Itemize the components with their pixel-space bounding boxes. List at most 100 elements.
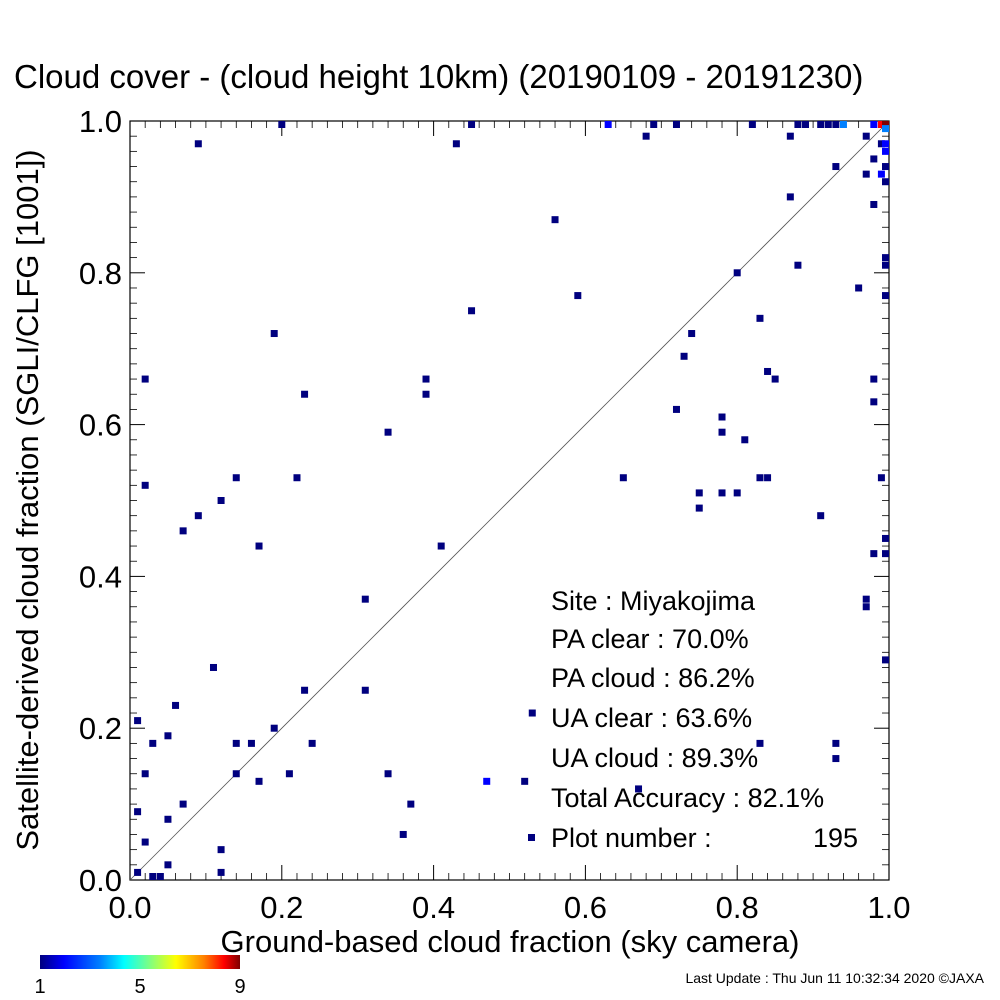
data-point	[232, 474, 240, 482]
data-point	[149, 739, 157, 747]
data-point	[794, 261, 802, 269]
data-point	[422, 390, 430, 398]
stats-total-accuracy: Total Accuracy : 82.1%	[551, 783, 824, 813]
data-point	[832, 163, 840, 171]
colorbar-tick-label: 5	[134, 976, 145, 998]
chart-title: Cloud cover - (cloud height 10km) (20190…	[14, 58, 863, 95]
data-point	[695, 489, 703, 497]
data-point	[832, 121, 840, 128]
data-point	[361, 686, 369, 694]
data-point	[141, 481, 149, 489]
data-point	[483, 777, 491, 785]
data-point	[361, 595, 369, 603]
data-point	[680, 352, 688, 360]
colorbar	[40, 955, 240, 969]
data-point	[882, 254, 889, 262]
data-point	[877, 121, 885, 128]
one-to-one-line	[129, 120, 890, 881]
data-point	[870, 200, 878, 208]
data-point	[141, 838, 149, 846]
y-tick-label: 0.8	[79, 256, 122, 291]
plot-number-marker-icon	[528, 834, 535, 841]
data-point	[802, 121, 810, 128]
data-point	[786, 132, 794, 140]
x-tick-label: 0.4	[412, 890, 455, 925]
data-point	[301, 390, 309, 398]
data-point	[695, 504, 703, 512]
stats-plot-number-label: Plot number :	[551, 823, 712, 853]
data-point	[278, 121, 286, 128]
data-point	[437, 542, 445, 550]
last-update: Last Update : Thu Jun 11 10:32:34 2020 ©…	[685, 970, 984, 986]
data-point	[255, 542, 263, 550]
data-point	[756, 474, 764, 482]
data-point	[882, 178, 889, 186]
data-point	[468, 121, 476, 128]
data-point	[141, 375, 149, 383]
data-point	[764, 474, 772, 482]
data-point	[718, 489, 726, 497]
data-point	[877, 140, 885, 148]
data-point	[422, 375, 430, 383]
data-point	[384, 428, 392, 436]
data-points	[134, 121, 889, 880]
data-point	[194, 512, 202, 520]
data-point	[672, 405, 680, 413]
data-point	[756, 739, 764, 747]
data-point	[521, 777, 529, 785]
data-point	[247, 739, 255, 747]
data-point	[172, 701, 180, 709]
x-tick-label: 0.8	[716, 890, 759, 925]
data-point	[882, 261, 889, 269]
data-point	[877, 170, 885, 178]
data-point	[232, 770, 240, 778]
x-axis-label: Ground-based cloud fraction (sky camera)	[221, 924, 800, 959]
data-point	[232, 739, 240, 747]
data-point	[870, 155, 878, 163]
data-point	[882, 121, 889, 128]
stats-site: Site : Miyakojima	[551, 586, 756, 616]
data-point	[156, 873, 164, 880]
colorbar-tick-labels: 1 5 9	[34, 976, 245, 998]
data-point	[650, 121, 658, 128]
data-point	[164, 861, 172, 869]
stats-ua-cloud: UA cloud : 89.3%	[551, 743, 758, 773]
data-point	[209, 663, 217, 671]
data-point	[217, 497, 225, 504]
x-tick-labels: 0.0 0.2 0.4 0.6 0.8 1.0	[108, 890, 910, 925]
data-point	[141, 770, 149, 778]
data-point	[528, 709, 536, 717]
data-point	[452, 140, 460, 148]
data-point	[862, 170, 870, 178]
data-point	[756, 314, 764, 322]
data-point	[718, 413, 726, 421]
data-point	[407, 800, 415, 808]
data-point	[870, 121, 878, 128]
data-point	[882, 140, 889, 148]
data-point	[308, 739, 316, 747]
y-tick-label: 0.2	[79, 711, 122, 746]
data-point	[882, 550, 889, 558]
data-point	[551, 216, 559, 224]
data-point	[882, 534, 889, 542]
y-tick-label: 1.0	[79, 104, 122, 139]
data-point	[217, 846, 225, 854]
minor-ticks	[130, 121, 889, 880]
data-point	[855, 284, 863, 292]
data-point	[217, 868, 225, 876]
data-point	[574, 292, 582, 300]
data-point	[718, 428, 726, 436]
data-point	[870, 550, 878, 558]
stats-pa-cloud: PA cloud : 86.2%	[551, 663, 755, 693]
data-point	[164, 815, 172, 823]
data-point	[839, 121, 847, 128]
data-point	[384, 770, 392, 778]
data-point	[733, 489, 741, 497]
data-point	[862, 132, 870, 140]
data-point	[832, 755, 840, 763]
data-point	[824, 121, 832, 128]
data-point	[134, 868, 142, 876]
data-point	[270, 330, 278, 338]
data-point	[877, 474, 885, 482]
